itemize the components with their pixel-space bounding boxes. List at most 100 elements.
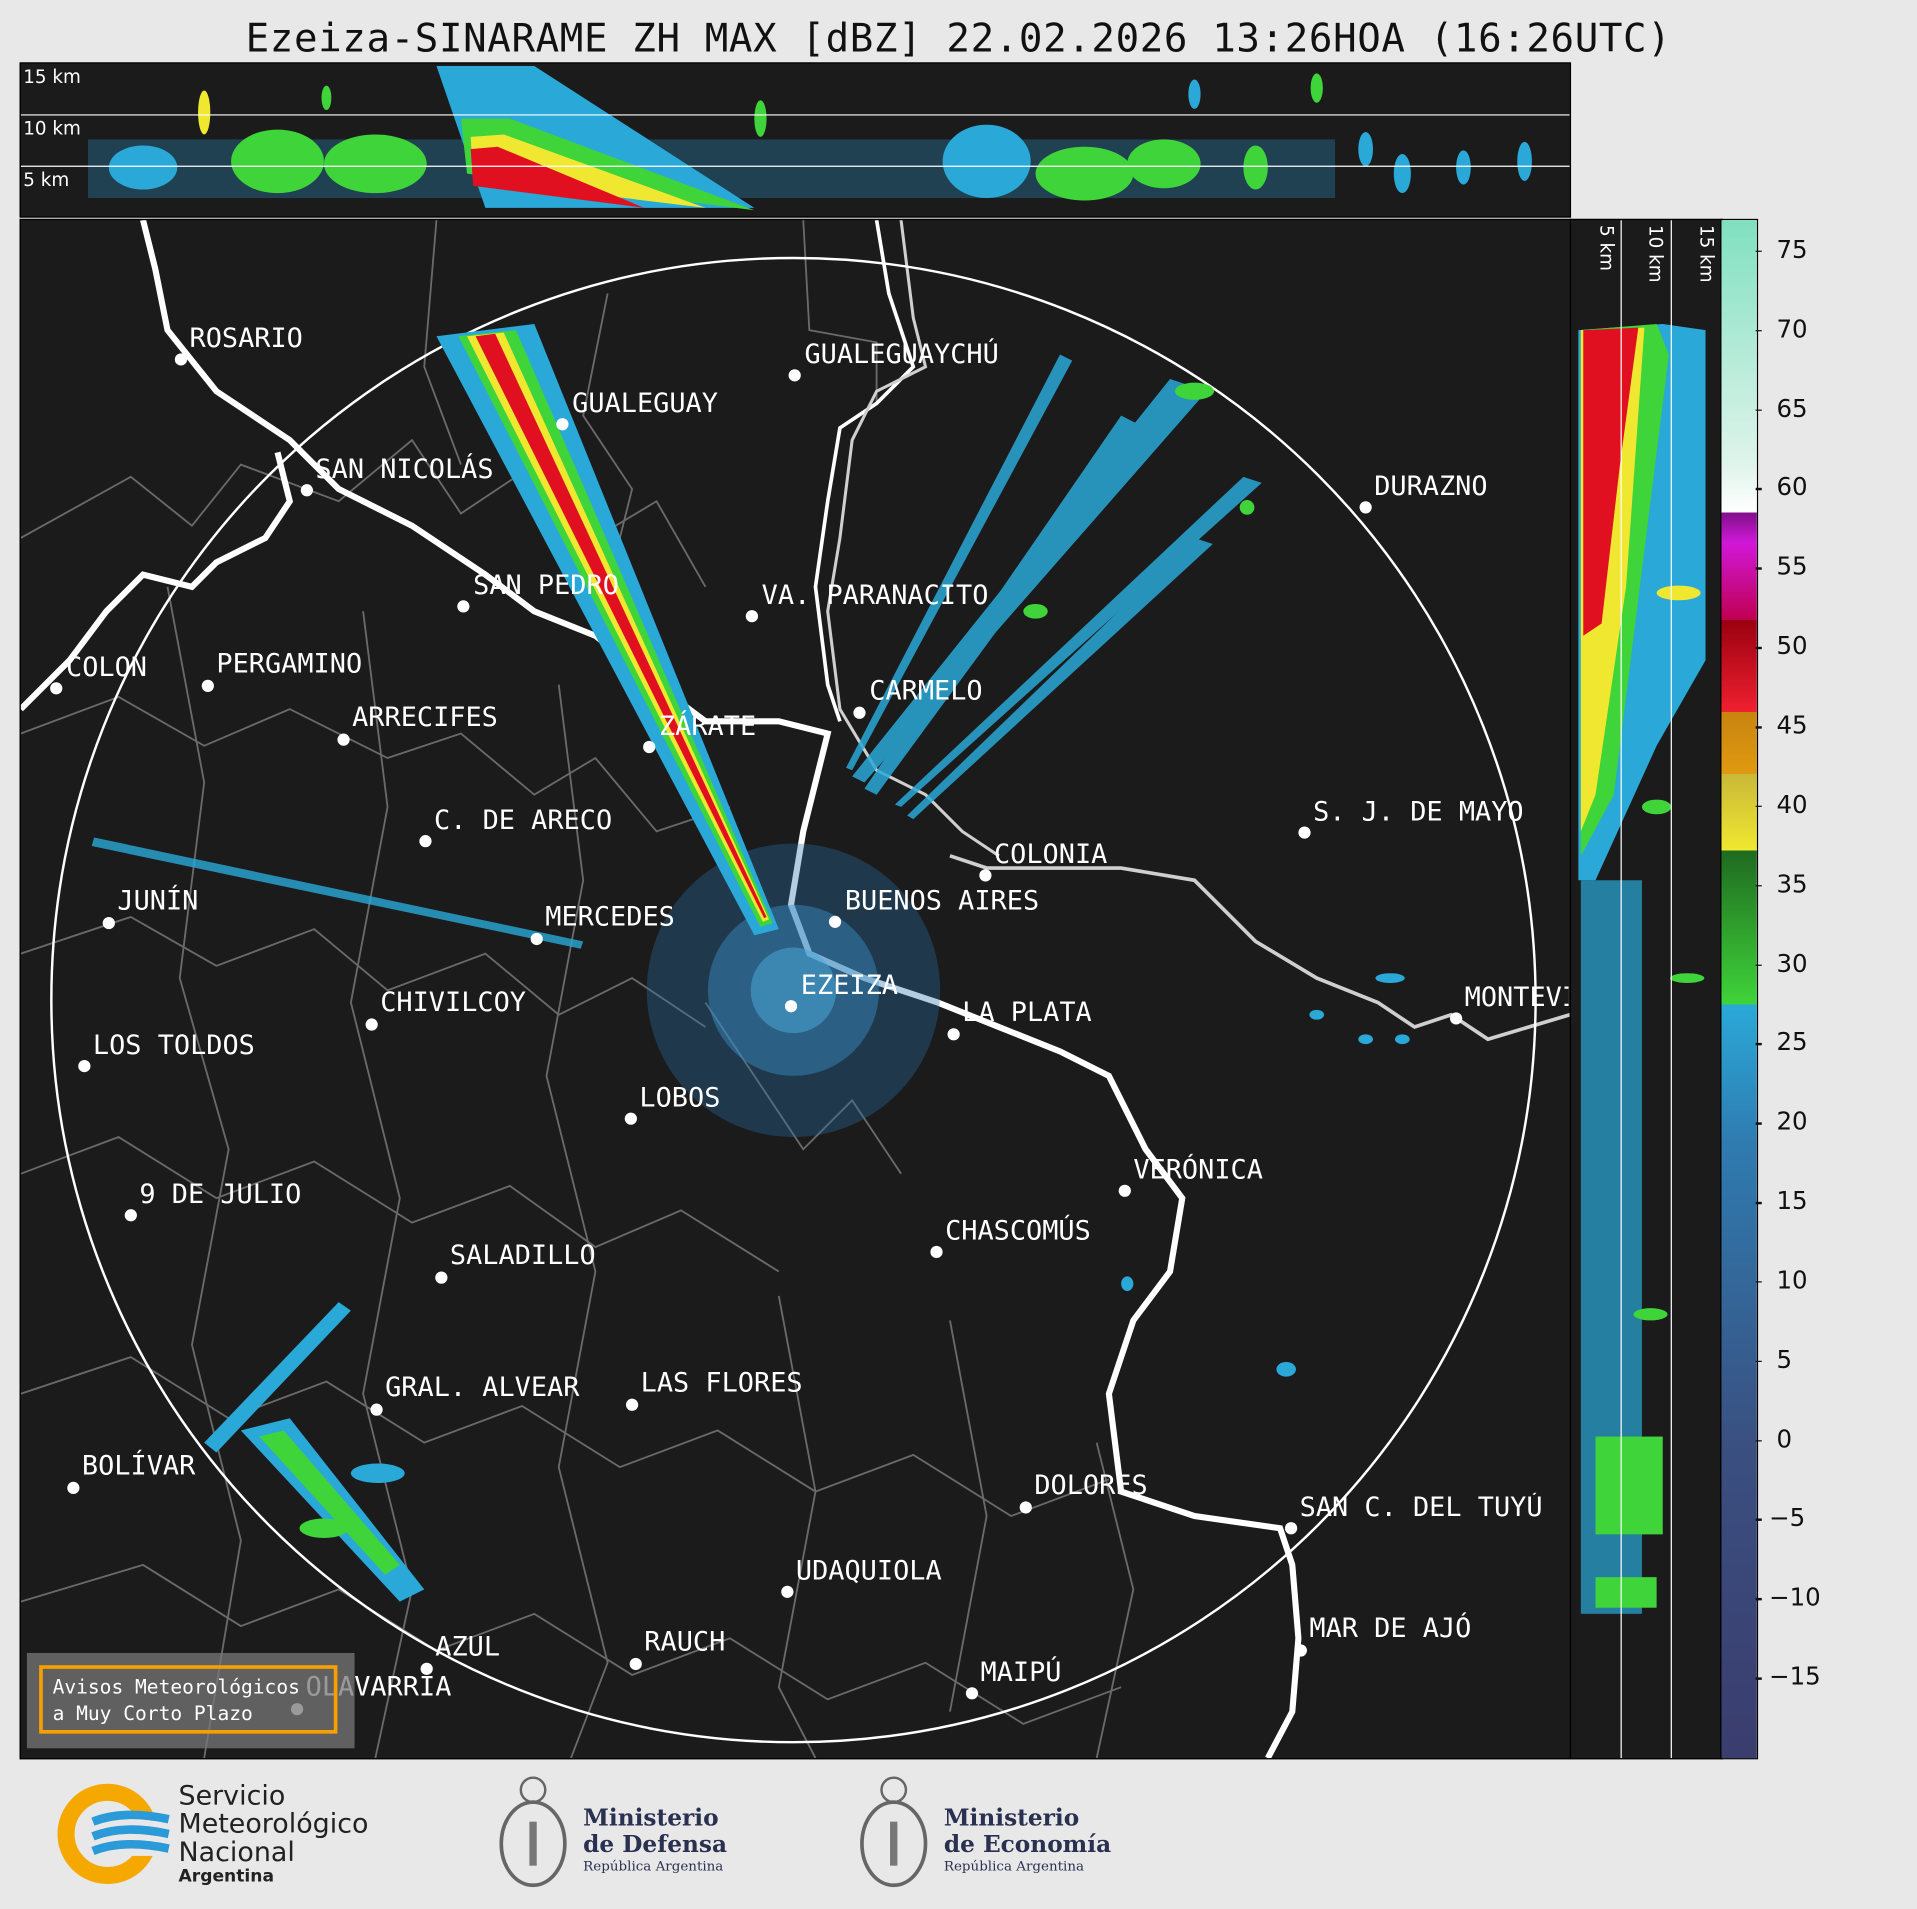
city-label: GUALEGUAY	[572, 388, 718, 420]
colorbar-tickmark	[1755, 884, 1762, 887]
city-label: LAS FLORES	[640, 1368, 803, 1399]
defensa-seal-icon	[499, 1776, 567, 1888]
city-marker	[102, 916, 115, 930]
city-marker	[947, 1028, 960, 1041]
colorbar-tickmark	[1755, 964, 1762, 966]
defensa-text: Ministerio de Defensa República Argentin…	[583, 1805, 727, 1875]
city-label: LA PLATA	[962, 997, 1092, 1029]
colorbar-tick-label: −15	[1769, 1661, 1821, 1692]
city-marker	[930, 1245, 943, 1259]
economia-line3: República Argentina	[943, 1858, 1085, 1875]
colorbar-tick-label: −10	[1769, 1582, 1821, 1612]
economia-line1: Ministerio	[943, 1804, 1080, 1832]
city-label: DOLORES	[1034, 1470, 1148, 1502]
city-marker	[788, 369, 801, 382]
central-echoes	[646, 843, 941, 1138]
colorbar-tickmark	[1755, 726, 1762, 729]
city-label: JUNÍN	[117, 886, 199, 917]
city-marker	[530, 932, 543, 946]
city-marker	[965, 1687, 979, 1700]
aviso-line1: Avisos Meteorológicos	[52, 1674, 300, 1699]
economia-line2: de Economía	[943, 1831, 1112, 1859]
colorbar-tickmark	[1755, 1439, 1762, 1442]
city-marker	[784, 1000, 798, 1013]
colorbar-tickmark	[1755, 1201, 1762, 1204]
city-label: VA. PARANACITO	[761, 580, 989, 612]
city-label: SALADILLO	[449, 1240, 596, 1272]
city-label: COLON	[66, 652, 147, 684]
colorbar-tickmark	[1755, 329, 1762, 332]
city-label: BOLÍVAR	[81, 1451, 196, 1482]
city-marker	[1294, 1644, 1307, 1657]
city-marker	[124, 1209, 137, 1222]
aviso-box[interactable]: Avisos Meteorológicos a Muy Corto Plazo	[26, 1652, 355, 1749]
side-alt-label-10: 10 km	[1644, 224, 1667, 283]
footer-logos: Servicio Meteorológico Nacional Argentin…	[0, 1760, 1917, 1909]
smn-line3: Nacional	[178, 1837, 295, 1869]
radar-map-svg	[20, 220, 1570, 1759]
city-label: VERÓNICA	[1133, 1155, 1263, 1186]
city-marker	[625, 1398, 639, 1411]
city-label: ARRECIFES	[352, 702, 498, 734]
city-marker	[1118, 1184, 1131, 1197]
colorbar-tick-label: 45	[1776, 710, 1808, 740]
city-label: CHASCOMÚS	[945, 1216, 1091, 1248]
city-marker	[556, 418, 569, 431]
colorbar-tickmark	[1755, 567, 1762, 570]
top-alt-label-10: 10 km	[23, 117, 81, 140]
top-alt-label-15: 15 km	[23, 66, 81, 89]
colorbar-tick-label: 30	[1776, 948, 1808, 978]
defensa-line1: Ministerio	[583, 1804, 719, 1832]
sw-echoes	[204, 1302, 425, 1602]
city-label: C. DE ARECO	[434, 805, 613, 837]
top-cross-section-panel: 15 km 10 km 5 km	[19, 62, 1572, 218]
city-label: DURAZNO	[1374, 471, 1488, 503]
colorbar-svg	[1721, 220, 1757, 1759]
side-alt-label-15: 15 km	[1695, 224, 1718, 283]
colorbar-tickmark	[1755, 409, 1762, 411]
colorbar-tick-label: −5	[1769, 1503, 1806, 1533]
east-scatter	[1121, 973, 1410, 1377]
city-marker	[629, 1657, 642, 1671]
city-label: PERGAMINO	[216, 649, 363, 680]
colorbar-tickmark	[1755, 250, 1762, 253]
city-marker	[624, 1112, 637, 1125]
smn-line2: Meteorológico	[178, 1809, 369, 1841]
colorbar-tick-label: 35	[1776, 868, 1808, 899]
city-label: RAUCH	[644, 1627, 726, 1658]
colorbar-tick-label: 0	[1776, 1423, 1793, 1454]
top-cross-section-svg	[20, 66, 1570, 211]
colorbar-tick-label: 70	[1776, 313, 1808, 344]
colorbar-tick-label: 50	[1776, 631, 1808, 661]
city-marker	[420, 1662, 433, 1675]
city-marker	[979, 869, 992, 882]
city-label: MAIPÚ	[980, 1657, 1062, 1689]
colorbar-tickmark	[1755, 646, 1762, 649]
city-label: UDAQUIOLA	[795, 1556, 942, 1587]
city-marker	[643, 740, 656, 754]
city-label: SAN C. DEL TUYÚ	[1299, 1492, 1543, 1524]
economia-text: Ministerio de Economía República Argenti…	[944, 1805, 1111, 1875]
city-marker	[781, 1585, 794, 1598]
smn-logo-icon	[57, 1783, 174, 1885]
ne-green-cells	[1023, 382, 1255, 619]
colorbar-tick-label: 10	[1776, 1265, 1808, 1295]
city-marker	[419, 835, 432, 848]
side-echoes	[1578, 323, 1706, 1614]
colorbar-tick-label: 60	[1776, 472, 1808, 502]
city-marker	[457, 600, 470, 613]
colorbar-tick-label: 65	[1776, 393, 1808, 423]
city-marker	[201, 679, 214, 692]
city-label: ZÁRATE	[658, 711, 757, 743]
colorbar-tickmark	[1755, 1519, 1762, 1521]
top-echo-blobs	[108, 66, 1532, 211]
city-marker	[828, 915, 842, 928]
city-label: ROSARIO	[189, 323, 303, 355]
district-borders	[20, 220, 1135, 1759]
city-marker	[1019, 1501, 1032, 1514]
storm-rays-ne	[846, 354, 1262, 820]
top-alt-label-5: 5 km	[23, 168, 70, 191]
colorbar-tickmark	[1755, 1598, 1762, 1601]
city-marker	[78, 1059, 91, 1073]
